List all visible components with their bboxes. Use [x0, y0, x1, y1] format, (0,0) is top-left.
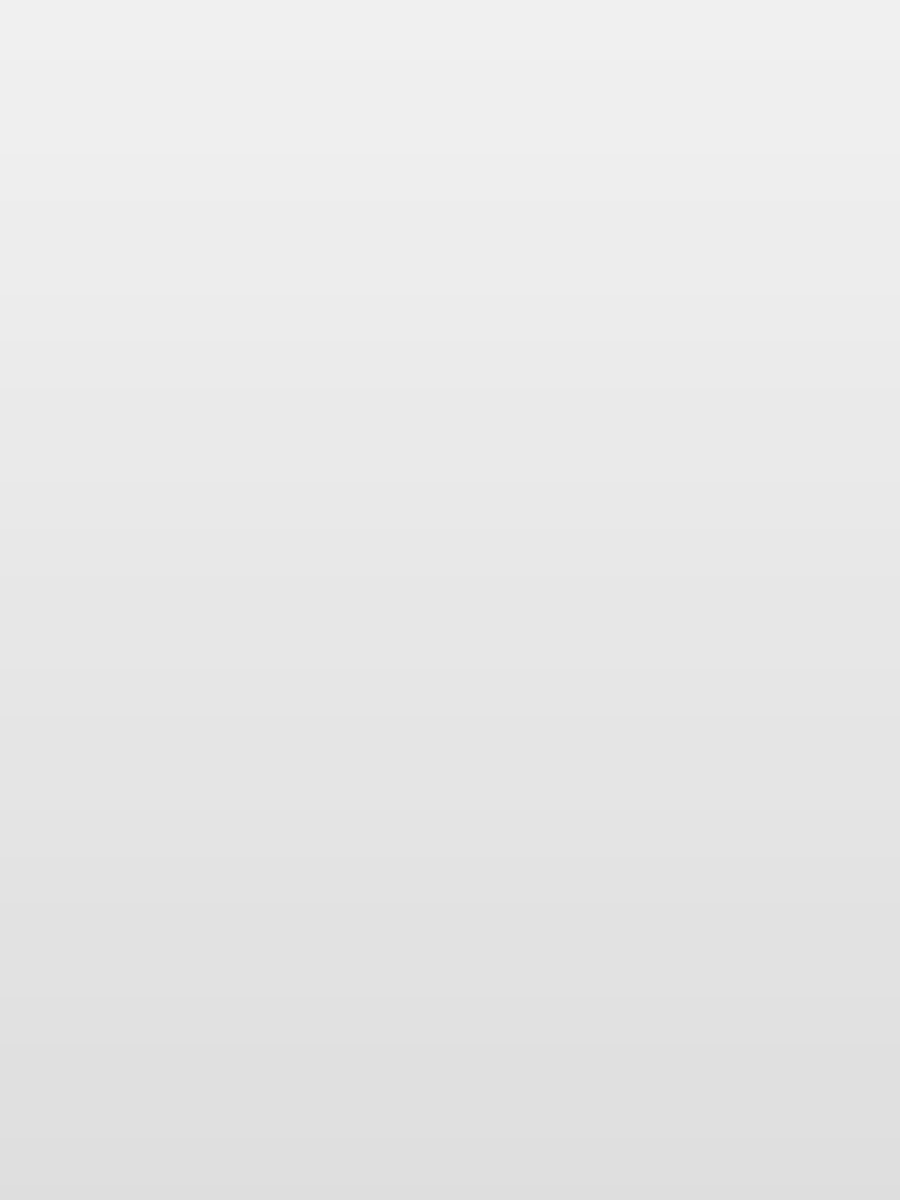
Text: m= 73 kg: m= 73 kg — [521, 326, 610, 344]
Text: m= 18 kg: m= 18 kg — [274, 326, 363, 344]
Text: m= 200kg: m= 200kg — [264, 748, 358, 766]
Text: m= 78 kg: m= 78 kg — [508, 748, 597, 766]
Text: 4.  Determine the final velocity of the objects below if they experience an: 4. Determine the final velocity of the o… — [151, 564, 871, 583]
Text: V= 0 ᴹ⁄s: V= 0 ᴹ⁄s — [482, 700, 544, 715]
Text: 3.  Determine the final velocity of m₂ if the objects below experience a: 3. Determine the final velocity of m₂ if… — [151, 176, 842, 196]
Text: V= 38 ᴹ⁄s: V= 38 ᴹ⁄s — [384, 294, 455, 308]
Text: perfectly elastic collision.: perfectly elastic collision. — [151, 202, 424, 221]
Text: inelastic collision.: inelastic collision. — [151, 589, 348, 608]
Text: V= 17ᴹ⁄s: V= 17ᴹ⁄s — [643, 294, 709, 308]
Text: V₁= 20ᴹ⁄s: V₁= 20ᴹ⁄s — [142, 294, 215, 308]
Text: V=12ᴹ⁄s: V=12ᴹ⁄s — [356, 714, 418, 728]
